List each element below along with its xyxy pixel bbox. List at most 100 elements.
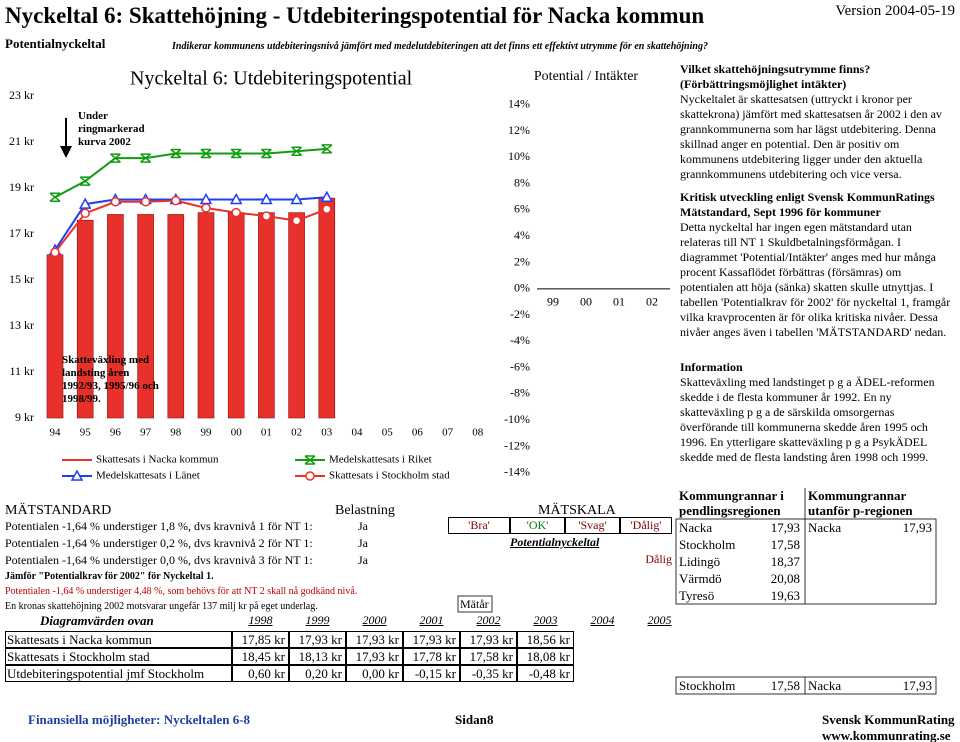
- marker: [261, 211, 272, 221]
- text-heading: Vilket skattehöjningsutrymme finns?: [680, 62, 871, 76]
- marker: [80, 208, 90, 219]
- neighbor-name: Nacka: [679, 520, 713, 535]
- table-cell: -0,15 kr: [403, 665, 460, 682]
- marker: [230, 148, 242, 159]
- neighbor-value: 17,93: [902, 520, 932, 535]
- legend-marker: [305, 471, 315, 481]
- standard-row: Potentialen -1,64 % understiger 0,0 %, d…: [5, 553, 313, 567]
- x-tick-label: 08: [472, 427, 484, 439]
- bar: [76, 219, 94, 419]
- standard-title: MÄTSTANDARD: [5, 503, 112, 518]
- neighbor-name: Nacka: [808, 678, 842, 693]
- neighbor-name: Tyresö: [679, 588, 715, 603]
- table-cell: 17,93 kr: [289, 631, 346, 648]
- x-tick-label: 99: [201, 427, 213, 439]
- x-tick-label: 94: [50, 427, 62, 439]
- neighbor-value: 17,58: [770, 537, 800, 552]
- legend-label: Medelskattesats i Länet: [96, 470, 200, 482]
- y-tick-label: 17 kr: [9, 226, 34, 240]
- marker: [170, 148, 182, 159]
- x-tick-label: 02: [646, 295, 658, 309]
- y-tick-label: 21 kr: [9, 134, 34, 148]
- marker: [110, 197, 121, 207]
- neighbor-value: 20,08: [770, 571, 800, 586]
- year-header: 1999: [305, 613, 330, 627]
- y-tick-label: 9 kr: [15, 410, 34, 424]
- text-body: Detta nyckeltal har ingen egen mätstanda…: [680, 220, 951, 339]
- y-tick-label: 13 kr: [9, 318, 34, 332]
- table-cell: 0,60 kr: [232, 665, 289, 682]
- year-header: 2005: [647, 613, 672, 627]
- load-value: Ja: [358, 536, 368, 550]
- year-header: 1998: [248, 613, 273, 627]
- x-tick-label: 97: [140, 427, 152, 439]
- neighbor-name: Stockholm: [679, 678, 736, 693]
- y-tick-label: -14%: [504, 465, 530, 479]
- legend-label: Medelskattesats i Riket: [329, 454, 432, 466]
- y-tick-label: -10%: [504, 412, 530, 426]
- y-tick-label: 2%: [514, 254, 530, 268]
- line: [54, 147, 327, 199]
- marker: [321, 144, 333, 154]
- marker: [140, 153, 152, 163]
- table-cell: 17,78 kr: [403, 648, 460, 665]
- bar: [107, 214, 124, 419]
- scale-box: 'Dålig': [620, 517, 672, 534]
- line: [54, 199, 328, 254]
- chart-title: Potential / Intäkter: [534, 69, 639, 84]
- note: Skatteväxling med landsting åren 1992/93…: [62, 354, 159, 405]
- brand: Svensk KommunRating: [822, 712, 955, 727]
- url: www.kommunrating.se: [822, 728, 951, 742]
- neighbor-name: Stockholm: [679, 537, 736, 552]
- legend-marker: [70, 469, 84, 481]
- line: [54, 196, 327, 251]
- row-label: Skattesats i Stockholm stad: [5, 648, 232, 665]
- x-tick-label: 99: [547, 295, 559, 309]
- x-tick-label: 95: [80, 427, 92, 439]
- y-tick-label: -6%: [510, 359, 530, 373]
- marker: [49, 192, 61, 202]
- y-tick-label: 15 kr: [9, 272, 34, 286]
- legend-label: Skattesats i Stockholm stad: [329, 470, 450, 482]
- legend-marker: [304, 455, 316, 465]
- note-krona: En kronas skattehöjning 2002 motsvarar u…: [5, 601, 318, 612]
- x-tick-label: 07: [442, 427, 454, 439]
- chart-title: Nyckeltal 6: Utdebiteringspotential: [130, 68, 413, 90]
- x-tick-label: 01: [261, 427, 272, 439]
- marker: [229, 192, 243, 205]
- x-tick-label: 05: [382, 427, 394, 439]
- x-tick-label: 00: [231, 427, 243, 439]
- table-cell: 0,00 kr: [346, 665, 403, 682]
- marker: [79, 176, 91, 186]
- standard-row: Potentialen -1,64 % understiger 1,8 %, d…: [5, 519, 313, 533]
- y-tick-label: 19 kr: [9, 180, 34, 194]
- load-value: Ja: [358, 553, 368, 567]
- marker: [290, 192, 303, 205]
- load-value: Ja: [358, 519, 368, 533]
- bar: [167, 214, 185, 419]
- y-tick-label: -2%: [510, 307, 530, 321]
- bar: [46, 254, 64, 419]
- marker: [50, 247, 60, 258]
- x-tick-label: 96: [110, 427, 122, 439]
- marker: [291, 215, 302, 226]
- neighbor-value: 17,93: [770, 520, 800, 535]
- table-cell: 18,08 kr: [517, 648, 574, 665]
- standard-row: Potentialen -1,64 % understiger 0,2 %, d…: [5, 536, 313, 550]
- page-number: 8: [487, 712, 494, 727]
- x-tick-label: 06: [412, 427, 424, 439]
- bar: [258, 212, 275, 419]
- row-label: Utdebiteringspotential jmf Stockholm: [5, 665, 232, 682]
- annotation-arrowhead: [60, 146, 72, 158]
- year-header: 2001: [419, 613, 444, 627]
- x-tick-label: 02: [291, 427, 302, 439]
- table-cell: 17,93 kr: [460, 631, 517, 648]
- year-header: 2000: [362, 613, 387, 627]
- x-tick-label: 00: [580, 295, 592, 309]
- question: Indikerar kommunens utdebiteringsnivå jä…: [172, 41, 708, 52]
- table-cell: 17,58 kr: [460, 648, 517, 665]
- bar: [288, 212, 305, 419]
- x-tick-label: 04: [352, 427, 364, 439]
- bar: [137, 214, 154, 419]
